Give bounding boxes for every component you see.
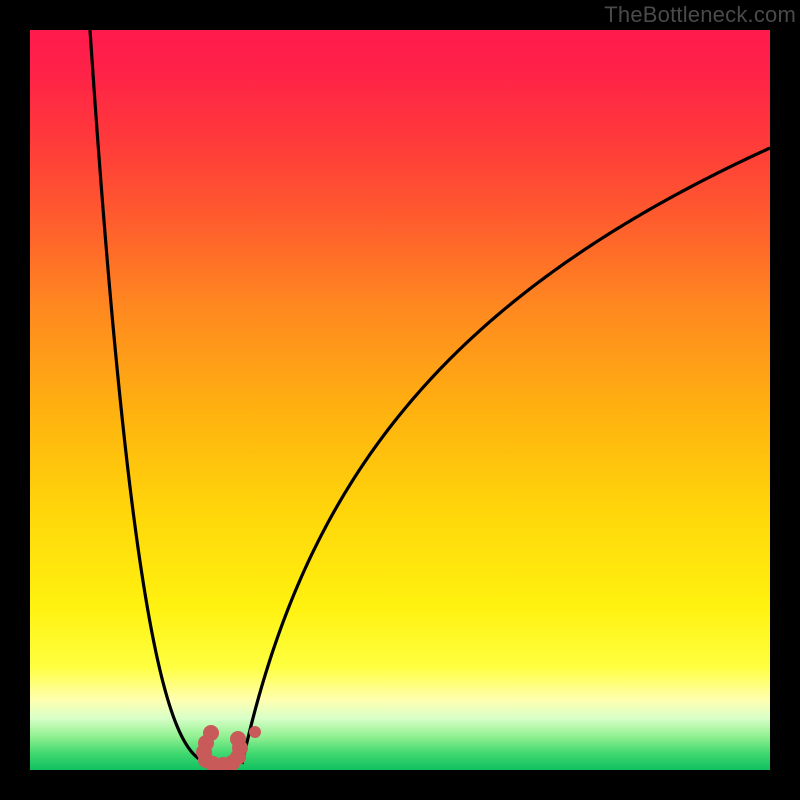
watermark-text: TheBottleneck.com: [604, 0, 800, 28]
plot-background: [30, 30, 770, 770]
marker-dot: [249, 726, 261, 738]
chart-stage: TheBottleneck.com: [0, 0, 800, 800]
bottleneck-plot: [30, 30, 770, 770]
marker-dot: [230, 731, 246, 747]
